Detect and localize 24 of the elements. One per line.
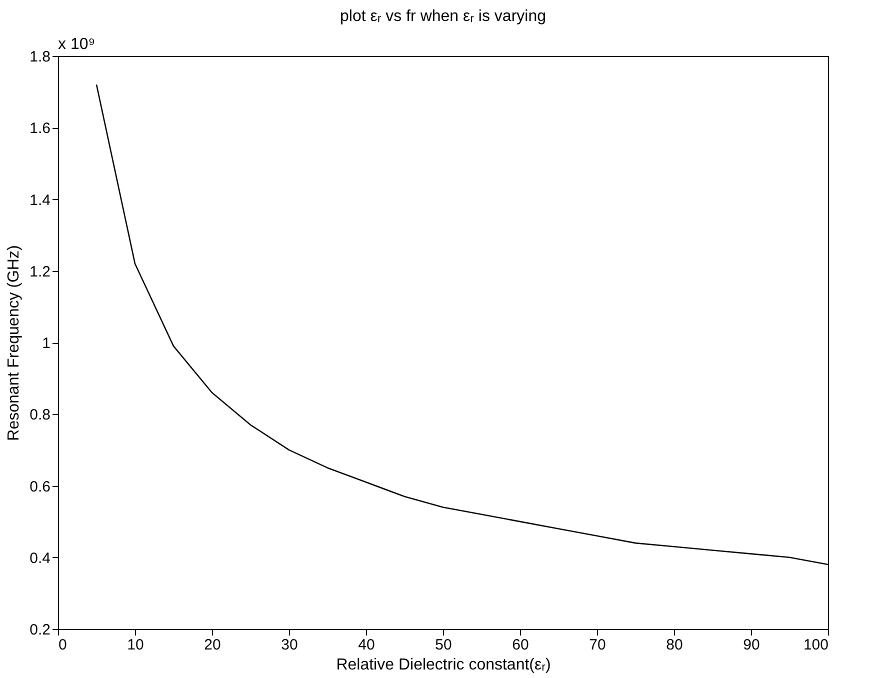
y-tick-label: 1.6 — [30, 120, 50, 138]
y-tick-label: 0.4 — [30, 550, 50, 567]
y-tick-label: 1.2 — [30, 263, 50, 280]
x-tick-label: 60 — [512, 636, 529, 654]
x-tick-label: 30 — [281, 636, 298, 654]
y-tick-label: 0.6 — [30, 478, 50, 496]
y-tick-label: 1.8 — [30, 48, 50, 66]
x-tick-label: 90 — [743, 636, 760, 654]
x-axis-title: Relative Dielectric constant(εᵣ) — [336, 656, 551, 674]
chart-title: plot εᵣ vs fr when εᵣ is varying — [340, 8, 546, 25]
x-tick-label: 20 — [204, 636, 221, 654]
x-tick-label: 10 — [127, 636, 144, 654]
x-tick-label: 100 — [803, 636, 828, 654]
y-tick-label: 1.4 — [30, 192, 50, 209]
x-tick-label: 70 — [589, 636, 606, 654]
y-tick-label: 0.2 — [30, 622, 50, 638]
x-tick-label: 0 — [58, 636, 67, 654]
y-tick-label: 0.8 — [30, 406, 50, 424]
x-tick-label: 50 — [435, 636, 452, 654]
y-axis-title: Resonant Frequency (GHz) — [6, 245, 23, 441]
x-tick-label: 80 — [666, 636, 683, 654]
text: x 10⁹ — [58, 36, 96, 53]
x-tick-label: 40 — [358, 636, 375, 654]
y-tick-label: 1 — [42, 335, 50, 352]
